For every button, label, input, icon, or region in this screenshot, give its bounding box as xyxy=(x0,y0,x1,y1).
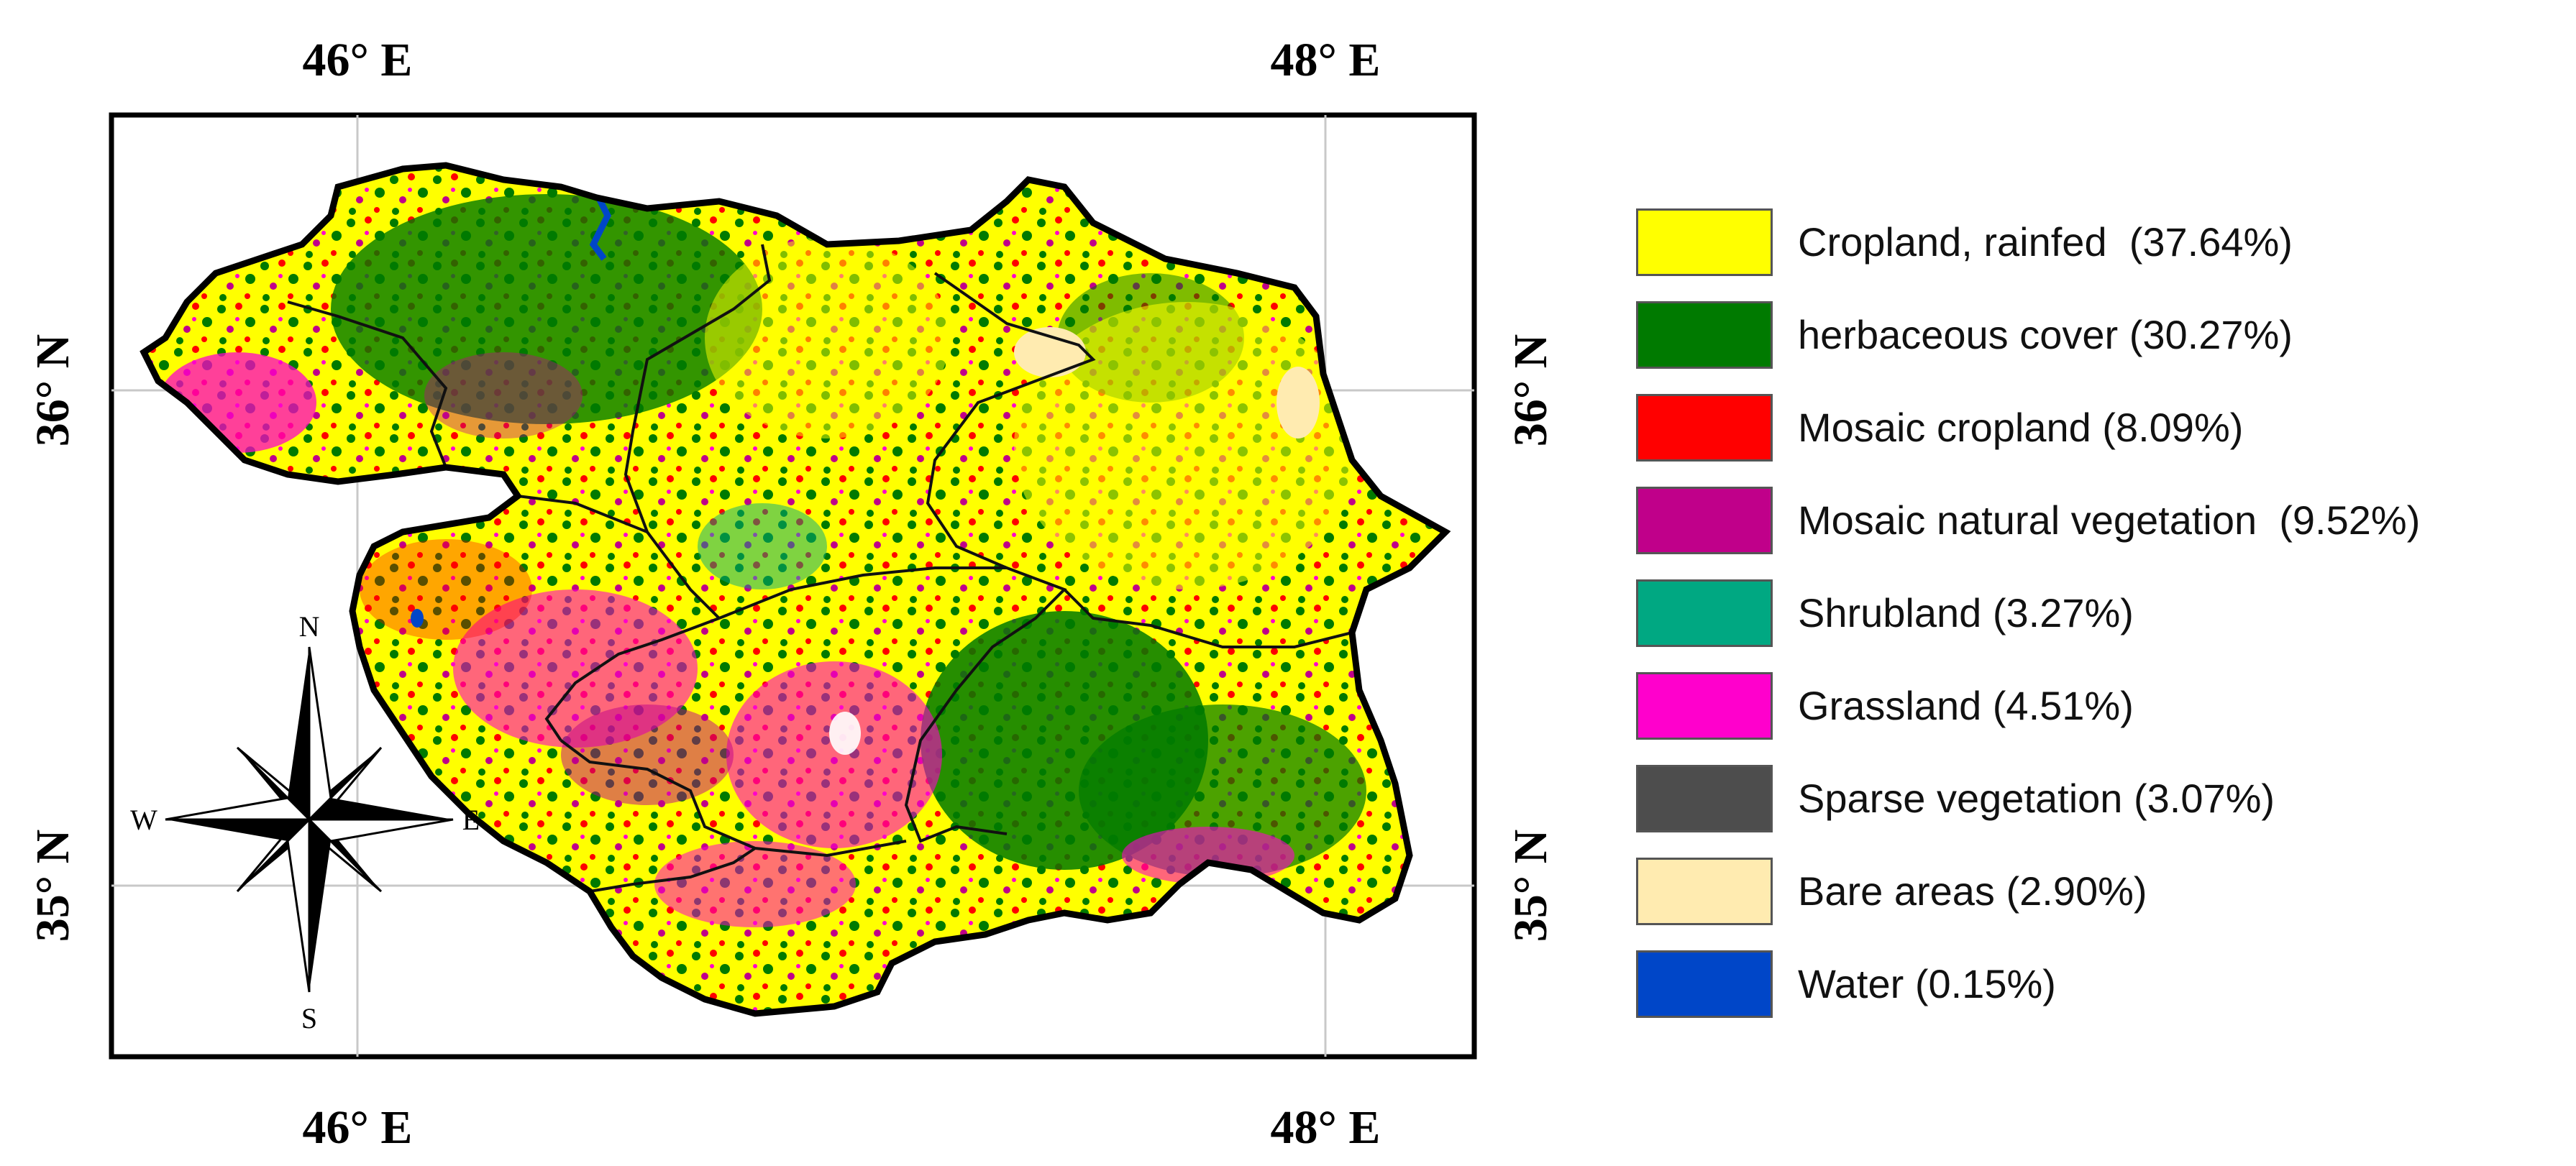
legend-label: Water (0.15%) xyxy=(1798,961,2056,1006)
province-boundaries xyxy=(287,244,1353,893)
compass-south-label: S xyxy=(301,1002,317,1034)
compass-north-label: N xyxy=(299,610,320,643)
legend-swatch xyxy=(1636,858,1773,925)
legend-item-herbaceous-cover: herbaceous cover (30.27%) xyxy=(1636,301,2571,373)
legend-item-shrubland: Shrubland (3.27%) xyxy=(1636,579,2571,651)
legend-swatch xyxy=(1636,765,1773,832)
legend-swatch xyxy=(1636,208,1773,276)
legend-item-mosaic-cropland: Mosaic cropland (8.09%) xyxy=(1636,394,2571,466)
legend-label: Bare areas (2.90%) xyxy=(1798,868,2147,914)
legend-item-bare-areas: Bare areas (2.90%) xyxy=(1636,858,2571,929)
compass-rose-icon: N S E W xyxy=(130,610,480,1034)
legend-swatch xyxy=(1636,579,1773,647)
legend-item-sparse-vegetation: Sparse vegetation (3.07%) xyxy=(1636,765,2571,837)
bottom-lon-label-46: 46° E xyxy=(303,1101,413,1154)
legend-label: herbaceous cover (30.27%) xyxy=(1798,312,2293,357)
legend-label: Mosaic natural vegetation (9.52%) xyxy=(1798,497,2421,543)
legend-label: Sparse vegetation (3.07%) xyxy=(1798,776,2275,821)
legend-swatch xyxy=(1636,950,1773,1018)
right-lat-label-36: 36° N xyxy=(1504,334,1557,447)
legend-item-mosaic-natural-vegetation: Mosaic natural vegetation (9.52%) xyxy=(1636,487,2571,559)
legend-item-water: Water (0.15%) xyxy=(1636,950,2571,1022)
compass-west-label: W xyxy=(130,804,157,836)
legend-item-cropland-rainfed: Cropland, rainfed (37.64%) xyxy=(1636,208,2571,280)
top-lon-label-46: 46° E xyxy=(303,34,413,86)
legend-swatch xyxy=(1636,394,1773,462)
legend-swatch xyxy=(1636,301,1773,369)
legend-swatch xyxy=(1636,487,1773,554)
legend-label: Cropland, rainfed (37.64%) xyxy=(1798,219,2293,265)
right-lat-label-35: 35° N xyxy=(1504,830,1557,942)
legend-label: Mosaic cropland (8.09%) xyxy=(1798,405,2244,450)
bottom-lon-label-48: 48° E xyxy=(1271,1101,1381,1154)
legend-swatch xyxy=(1636,672,1773,740)
left-lat-label-35: 35° N xyxy=(27,830,79,942)
legend-label: Grassland (4.51%) xyxy=(1798,683,2134,728)
compass-east-label: E xyxy=(462,804,480,836)
left-lat-label-36: 36° N xyxy=(27,334,79,447)
legend-item-grassland: Grassland (4.51%) xyxy=(1636,672,2571,744)
top-lon-label-48: 48° E xyxy=(1271,34,1381,86)
legend-label: Shrubland (3.27%) xyxy=(1798,590,2134,635)
